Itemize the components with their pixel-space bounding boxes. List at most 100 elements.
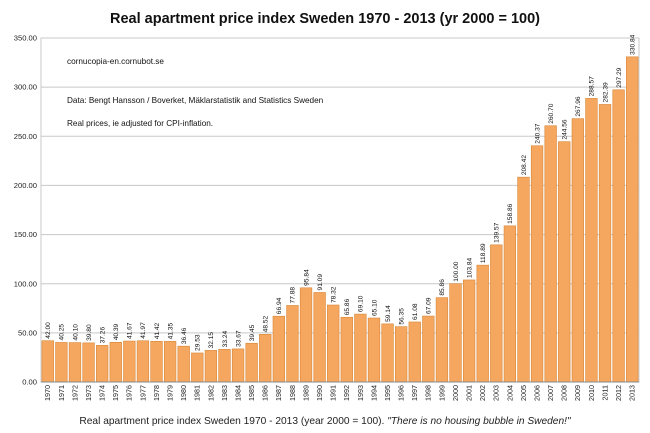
y-tick-label: 150.00 bbox=[14, 230, 37, 239]
x-tick-label: 2001 bbox=[465, 385, 474, 401]
bar bbox=[490, 244, 503, 383]
bar-value-label: 41.42 bbox=[154, 322, 161, 339]
bar bbox=[218, 349, 231, 383]
x-tick-label: 1984 bbox=[233, 385, 242, 401]
bar-value-label: 208.42 bbox=[521, 155, 528, 176]
x-tick-label: 2011 bbox=[600, 385, 609, 400]
x-tick-label: 1995 bbox=[383, 385, 392, 401]
bar-value-label: 40.39 bbox=[113, 323, 120, 340]
bar bbox=[82, 342, 95, 383]
bar bbox=[299, 287, 313, 383]
x-tick-label: 2000 bbox=[451, 385, 460, 401]
bar-value-label: 37.26 bbox=[99, 327, 106, 344]
bar-value-label: 65.86 bbox=[344, 298, 351, 315]
bar-value-label: 244.56 bbox=[562, 119, 569, 140]
bar-value-label: 260.70 bbox=[548, 103, 555, 124]
bar bbox=[150, 340, 163, 383]
x-tick-label: 1983 bbox=[220, 385, 229, 401]
bar bbox=[177, 345, 190, 383]
bar bbox=[286, 305, 299, 383]
real-prices-note: Real prices, ie adjusted for CPI-inflati… bbox=[67, 119, 213, 128]
bar-value-label: 33.67 bbox=[235, 330, 242, 347]
x-tick-label: 1982 bbox=[206, 385, 215, 401]
bar bbox=[395, 326, 408, 383]
bar bbox=[558, 141, 571, 383]
caption-quote: "There is no housing bubble in Sweden!" bbox=[387, 416, 571, 427]
bar-value-label: 66.94 bbox=[276, 297, 283, 314]
bar bbox=[530, 145, 544, 383]
x-tick-label: 1998 bbox=[424, 385, 433, 401]
x-tick-label: 1987 bbox=[274, 385, 283, 401]
bar bbox=[68, 342, 82, 383]
y-tick-label: 0.00 bbox=[22, 378, 37, 387]
x-tick-label: 1980 bbox=[179, 385, 188, 401]
bar bbox=[109, 342, 122, 383]
bar-value-label: 103.84 bbox=[466, 257, 473, 278]
bar bbox=[476, 264, 489, 383]
bar-value-label: 158.86 bbox=[507, 203, 514, 224]
bar-value-label: 41.97 bbox=[140, 322, 147, 339]
bar bbox=[340, 316, 353, 383]
y-tick-label: 200.00 bbox=[14, 181, 37, 190]
x-tick-label: 1988 bbox=[288, 385, 297, 401]
bar-value-label: 69.10 bbox=[358, 295, 365, 312]
bar bbox=[123, 340, 136, 383]
x-tick-label: 1989 bbox=[301, 385, 310, 401]
x-tick-label: 1976 bbox=[125, 385, 134, 401]
y-tick-label: 300.00 bbox=[14, 83, 37, 92]
x-tick-label: 2013 bbox=[628, 385, 637, 401]
bar-value-label: 91.09 bbox=[317, 274, 324, 291]
x-tick-label: 1981 bbox=[193, 385, 202, 401]
x-tick-label: 2004 bbox=[505, 385, 514, 401]
bar-value-label: 282.39 bbox=[602, 82, 609, 103]
bar bbox=[55, 342, 68, 383]
bar bbox=[422, 315, 435, 383]
bar bbox=[626, 56, 639, 383]
x-tick-label: 2006 bbox=[532, 385, 541, 401]
y-tick-label: 250.00 bbox=[14, 132, 37, 141]
bar bbox=[585, 98, 598, 383]
bar-value-label: 297.29 bbox=[616, 67, 623, 88]
bar-series: 42.00 40.25 40.10 39.80 37.26 40.39 41.67 41.97… bbox=[41, 34, 639, 383]
bar bbox=[272, 315, 285, 383]
bar bbox=[327, 304, 340, 383]
y-tick-label: 50.00 bbox=[18, 328, 37, 337]
bar-value-label: 41.35 bbox=[167, 323, 174, 340]
bar bbox=[612, 89, 625, 383]
x-tick-label: 2003 bbox=[492, 385, 501, 401]
bar bbox=[503, 225, 517, 383]
bar-value-label: 33.24 bbox=[222, 330, 229, 347]
bar bbox=[571, 118, 584, 383]
bar bbox=[204, 350, 218, 383]
x-tick-label: 1991 bbox=[329, 385, 338, 401]
chart-notes: cornucopia-en.cornubot.se Data: Bengt Ha… bbox=[67, 57, 324, 128]
bar-value-label: 267.96 bbox=[575, 96, 582, 117]
bar bbox=[41, 340, 54, 383]
bar bbox=[408, 321, 421, 383]
bar-value-label: 29.53 bbox=[195, 334, 202, 351]
bar-value-label: 139.57 bbox=[494, 222, 501, 243]
bar-value-label: 59.14 bbox=[385, 305, 392, 322]
x-tick-label: 1971 bbox=[57, 385, 66, 401]
x-tick-label: 2010 bbox=[587, 385, 596, 401]
bar bbox=[96, 345, 109, 383]
x-tick-label: 1999 bbox=[437, 385, 446, 401]
y-tick-label: 350.00 bbox=[14, 34, 37, 43]
x-tick-label: 1973 bbox=[84, 385, 93, 401]
data-source-note: Data: Bengt Hansson / Boverket, Mäklarst… bbox=[67, 96, 324, 105]
bar-value-label: 85.86 bbox=[439, 279, 446, 296]
bar bbox=[313, 292, 326, 383]
x-tick-label: 1974 bbox=[98, 385, 107, 401]
bar bbox=[367, 317, 381, 383]
bar-value-label: 288.57 bbox=[589, 76, 596, 97]
x-tick-label: 2005 bbox=[519, 385, 528, 401]
x-tick-label: 1978 bbox=[152, 385, 161, 401]
source-site: cornucopia-en.cornubot.se bbox=[67, 57, 164, 66]
bar bbox=[136, 340, 150, 383]
bar bbox=[259, 334, 272, 383]
bar bbox=[381, 323, 394, 383]
bar-value-label: 240.37 bbox=[534, 123, 541, 144]
bar-value-label: 77.88 bbox=[290, 287, 297, 304]
